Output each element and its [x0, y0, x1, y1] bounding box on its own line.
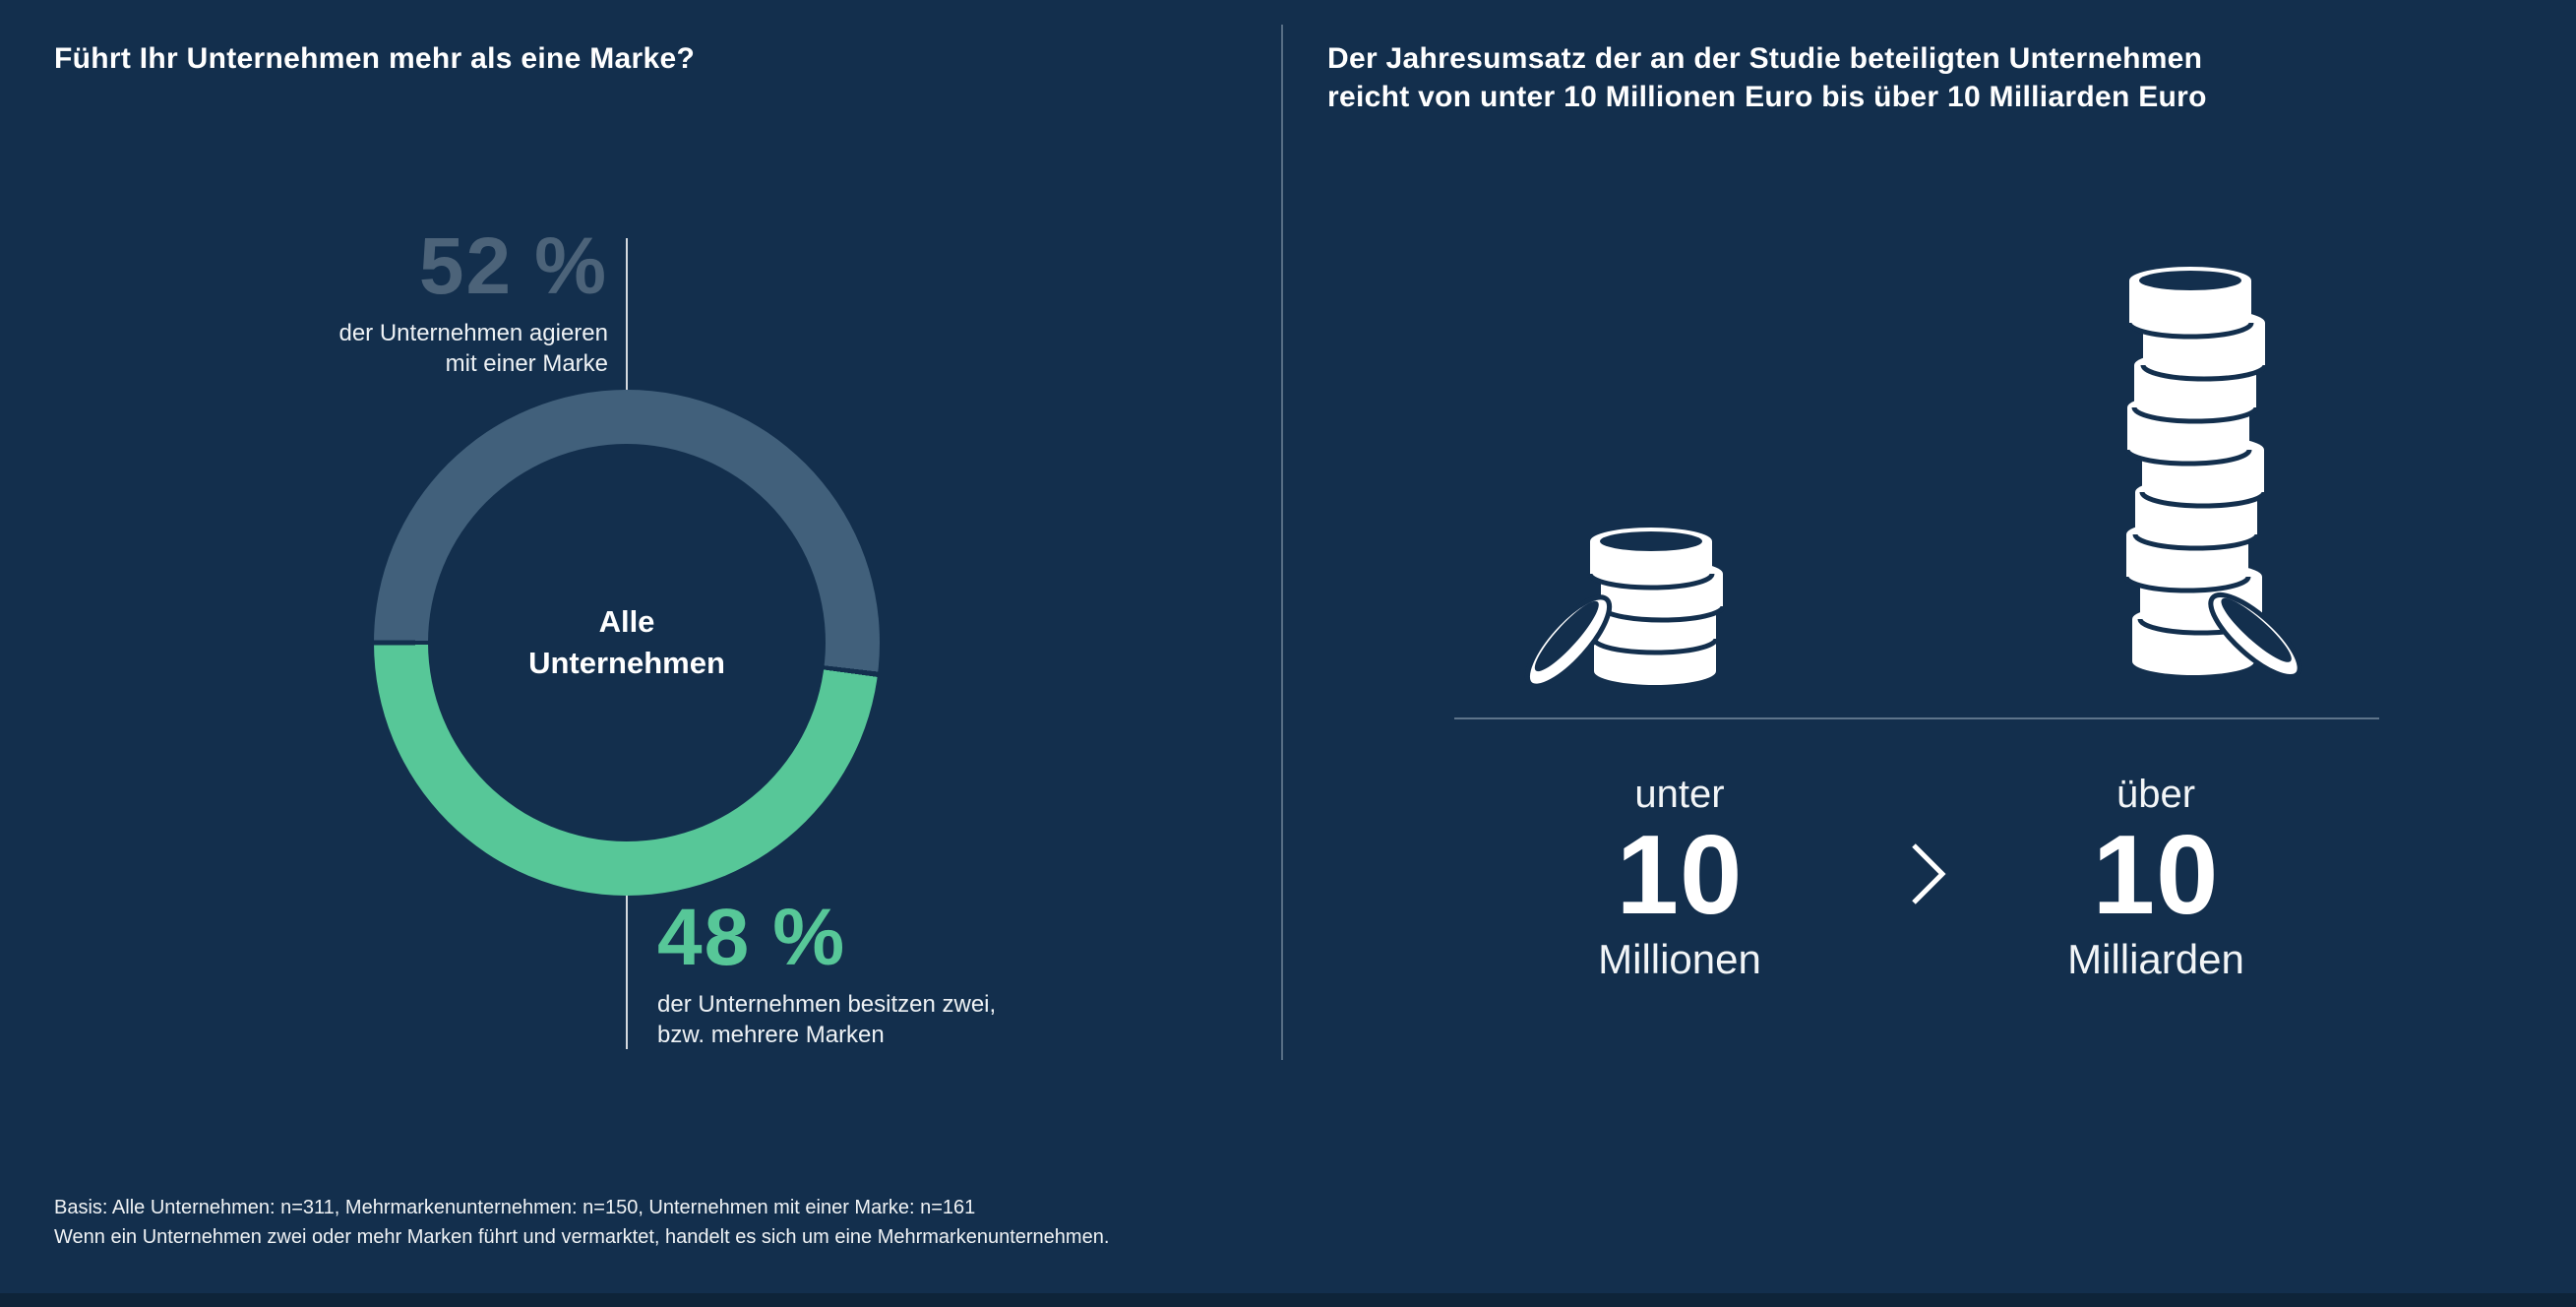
donut-center-line: Alle [598, 604, 655, 639]
left-panel-title: Führt Ihr Unternehmen mehr als eine Mark… [54, 42, 696, 75]
donut-hole [428, 444, 826, 841]
range-number: 10 [2092, 813, 2220, 938]
revenue-range-high: über 10 Milliarden [2008, 771, 2303, 985]
footer-notes: Basis: Alle Unternehmen: n=311, Mehrmark… [54, 1193, 1109, 1252]
panel-divider [1281, 25, 1283, 1060]
donut-center-label: Alle Unternehmen [374, 390, 880, 896]
percent-value: 52 [418, 221, 514, 311]
chevron-right-icon [1912, 843, 1946, 904]
callout-one-brand-text: der Unternehmen agieren mit einer Marke [216, 318, 608, 379]
callout-one-brand: 52% der Unternehmen agieren mit einer Ma… [216, 224, 608, 379]
callout-text-line: bzw. mehrere Marken [657, 1022, 885, 1048]
coin-stack-small-icon [1524, 528, 1726, 689]
right-title-line1: Der Jahresumsatz der an der Studie betei… [1327, 42, 2203, 75]
callout-multi-brand-text: der Unternehmen besitzen zwei, bzw. mehr… [657, 989, 1169, 1050]
leaning-coin [2208, 591, 2302, 680]
bottom-edge-strip [0, 1293, 2576, 1307]
range-unit: Milliarden [2067, 936, 2244, 982]
callout-text-line: der Unternehmen besitzen zwei, [657, 991, 997, 1018]
callout-multi-brand: 48% der Unternehmen besitzen zwei, bzw. … [657, 896, 1169, 1050]
range-qualifier: unter [1634, 773, 1725, 816]
callout-text-line: der Unternehmen agieren [338, 320, 608, 346]
footer-basis-note: Basis: Alle Unternehmen: n=311, Mehrmark… [54, 1197, 976, 1218]
footer-definition-note: Wenn ein Unternehmen zwei oder mehr Mark… [54, 1226, 1110, 1248]
connector-line-bottom [626, 830, 628, 1049]
connector-line-top [626, 238, 628, 427]
right-panel-title: Der Jahresumsatz der an der Studie betei… [1327, 39, 2207, 116]
percent-unit: % [534, 221, 608, 311]
revenue-range-low: unter 10 Millionen [1532, 771, 1827, 985]
percent-unit: % [772, 893, 847, 982]
range-unit: Millionen [1598, 936, 1761, 982]
revenue-baseline-rule [1454, 717, 2379, 719]
callout-one-brand-value: 52% [216, 224, 608, 309]
callout-multi-brand-value: 48% [657, 896, 1169, 980]
right-title-line2: reicht von unter 10 Millionen Euro bis ü… [1327, 81, 2207, 113]
donut-center-line: Unternehmen [528, 646, 725, 680]
callout-text-line: mit einer Marke [445, 350, 608, 377]
coin-stack-large-icon [2123, 267, 2302, 680]
range-number: 10 [1616, 813, 1744, 938]
leaning-coin [1524, 594, 1613, 689]
donut-chart: Alle Unternehmen [374, 390, 880, 896]
percent-value: 48 [657, 893, 752, 982]
range-qualifier: über [2116, 773, 2196, 816]
